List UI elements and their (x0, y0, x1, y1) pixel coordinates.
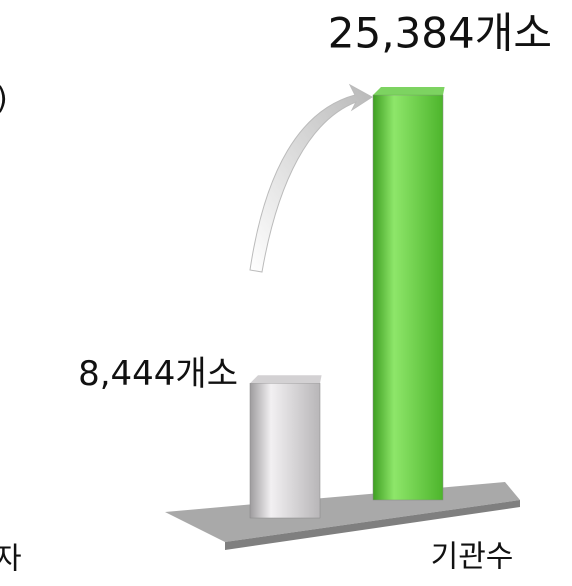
value-label: 8,444개소 (78, 354, 238, 394)
bar (249, 383, 321, 519)
bar (372, 94, 444, 501)
annotation: 자 (0, 542, 22, 577)
value-label: 25,384개소 (328, 9, 552, 58)
bar-top (373, 87, 445, 95)
x-axis-label: 기관수 (431, 540, 514, 575)
platform-edge (225, 500, 520, 550)
bar-top (250, 375, 322, 384)
growth-arrow (249, 83, 373, 273)
annotation: ) (0, 82, 8, 117)
